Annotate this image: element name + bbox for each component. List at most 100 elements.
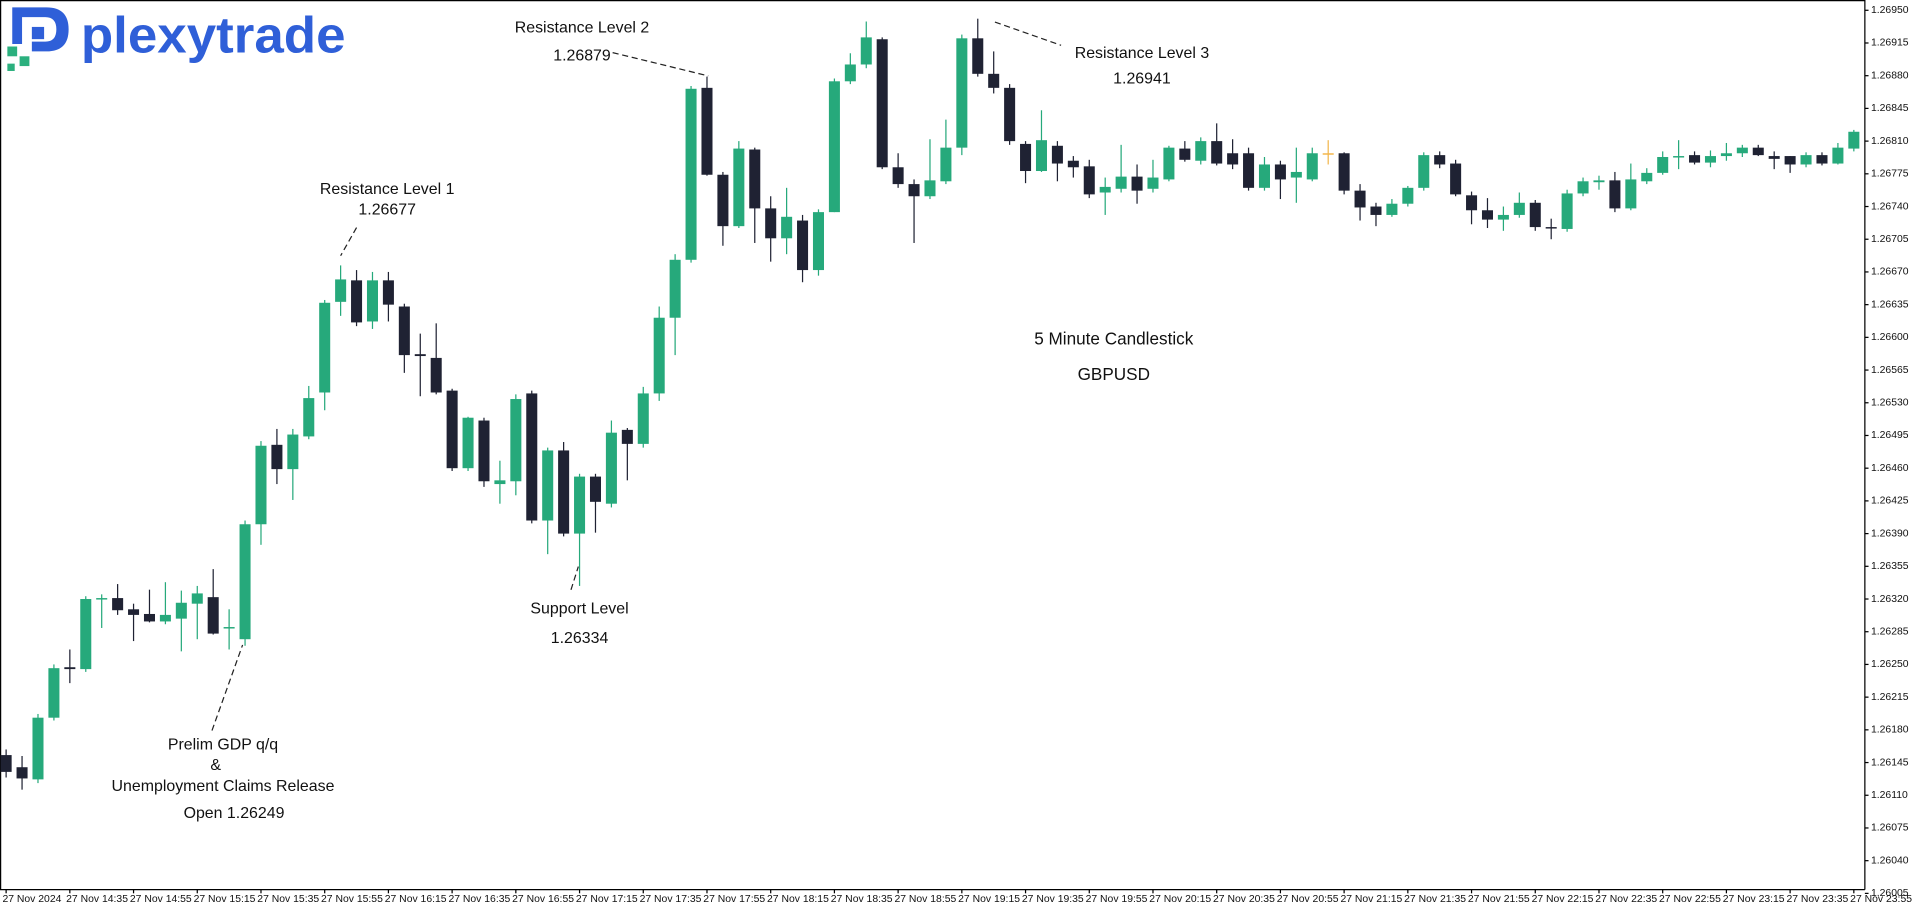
y-tick-label: 1.26950 xyxy=(1871,5,1909,16)
x-tick-label: 27 Nov 14:55 xyxy=(130,894,192,905)
y-tick-label: 1.26215 xyxy=(1871,692,1909,703)
candle-body xyxy=(1481,210,1493,220)
y-tick-label: 1.26425 xyxy=(1871,496,1909,507)
candle-body xyxy=(797,220,809,271)
x-tick-label: 27 Nov 18:35 xyxy=(831,894,893,905)
candle-body xyxy=(1306,153,1318,180)
candle-body xyxy=(1545,227,1557,229)
x-tick-label: 27 Nov 17:35 xyxy=(640,894,702,905)
candle-body xyxy=(1338,153,1350,191)
x-tick-label: 27 Nov 21:15 xyxy=(1340,894,1402,905)
candle-body xyxy=(32,717,44,780)
annotation-text: 1.26334 xyxy=(551,630,609,647)
x-tick-label: 27 Nov 17:15 xyxy=(576,894,638,905)
candle-body xyxy=(1195,141,1207,161)
y-tick-label: 1.26180 xyxy=(1871,725,1909,736)
candle-body xyxy=(112,598,124,611)
candle-body xyxy=(1386,203,1398,215)
candle-body xyxy=(1099,186,1111,193)
annotation-text: Open 1.26249 xyxy=(184,805,285,822)
y-tick-label: 1.26110 xyxy=(1871,790,1908,801)
candle-body xyxy=(223,627,235,629)
y-tick-label: 1.26740 xyxy=(1871,201,1909,212)
y-tick-label: 1.26915 xyxy=(1871,38,1909,49)
x-tick-label: 27 Nov 17:55 xyxy=(703,894,765,905)
chart-title: 5 Minute Candlestick xyxy=(1034,329,1193,349)
annotation-text: Resistance Level 1 xyxy=(320,181,455,198)
candle-body xyxy=(1752,147,1764,156)
candle-body xyxy=(128,609,140,615)
candle-body xyxy=(0,755,12,772)
x-tick-label: 27 Nov 23:55 xyxy=(1850,894,1912,905)
y-tick-label: 1.26355 xyxy=(1871,561,1909,572)
candle-body xyxy=(621,429,633,444)
y-tick-label: 1.26075 xyxy=(1871,823,1909,834)
candle-body xyxy=(812,212,824,271)
y-tick-label: 1.26670 xyxy=(1871,267,1909,278)
candle-body xyxy=(1290,171,1302,178)
x-tick-label: 27 Nov 16:55 xyxy=(512,894,574,905)
annotation-text: Support Level xyxy=(530,601,628,618)
annotation-leader xyxy=(211,644,244,731)
candle-body xyxy=(271,444,283,470)
logo-dot xyxy=(7,46,18,57)
candle-body xyxy=(80,599,92,670)
x-tick-label: 27 Nov 2024 xyxy=(2,894,61,905)
logo-dot xyxy=(19,56,30,67)
candle-body xyxy=(653,317,665,394)
candle-body xyxy=(1657,156,1669,173)
candle-body xyxy=(1051,145,1063,164)
candle-body xyxy=(558,450,570,534)
annotation-text: 1.26879 xyxy=(553,47,611,64)
y-tick-label: 1.26530 xyxy=(1871,398,1909,409)
candle-body xyxy=(828,81,840,213)
candle-body xyxy=(1689,155,1701,163)
logo-icon xyxy=(12,7,69,52)
candle-body xyxy=(526,393,538,521)
candle-body xyxy=(1322,153,1334,155)
x-tick-label: 27 Nov 20:15 xyxy=(1149,894,1211,905)
candle-body xyxy=(701,87,713,175)
candle-body xyxy=(542,450,554,521)
candle-body xyxy=(1004,87,1016,142)
candle-body xyxy=(589,476,601,502)
candle-body xyxy=(1020,143,1032,172)
candle-body xyxy=(478,420,490,482)
candle-body xyxy=(1848,131,1860,149)
candle-body xyxy=(16,767,28,779)
candle-body xyxy=(669,259,681,318)
x-tick-label: 27 Nov 15:35 xyxy=(257,894,319,905)
candle-body xyxy=(64,667,76,670)
candle-body xyxy=(175,602,187,619)
candle-body xyxy=(1179,148,1191,160)
candle-body xyxy=(685,88,697,260)
candle-body xyxy=(1641,172,1653,182)
candle-body xyxy=(143,613,155,622)
candle-body xyxy=(398,306,410,356)
candle-body xyxy=(1529,202,1541,228)
candle-body xyxy=(1625,179,1637,209)
candle-body xyxy=(1402,187,1414,204)
candle-body xyxy=(1673,156,1685,158)
candle-body xyxy=(1067,160,1079,168)
y-tick-label: 1.26565 xyxy=(1871,365,1909,376)
candle-body xyxy=(1227,153,1239,165)
annotation-text: Prelim GDP q/q xyxy=(168,736,278,753)
candle-body xyxy=(637,393,649,444)
candle-body xyxy=(382,280,394,305)
logo: plexytrade xyxy=(7,6,346,71)
candle-body xyxy=(605,432,617,504)
y-tick-label: 1.26285 xyxy=(1871,626,1909,637)
candle-body xyxy=(876,39,888,168)
candle-body xyxy=(1577,181,1589,194)
candle-body xyxy=(1720,153,1732,157)
annotation-text: Resistance Level 3 xyxy=(1075,45,1210,62)
y-tick-label: 1.26600 xyxy=(1871,332,1909,343)
x-tick-label: 27 Nov 22:15 xyxy=(1532,894,1594,905)
annotation-leader xyxy=(994,21,1062,46)
candle-body xyxy=(908,184,920,197)
x-tick-label: 27 Nov 18:15 xyxy=(767,894,829,905)
annotation-leader xyxy=(612,52,709,77)
candle-body xyxy=(414,354,426,357)
